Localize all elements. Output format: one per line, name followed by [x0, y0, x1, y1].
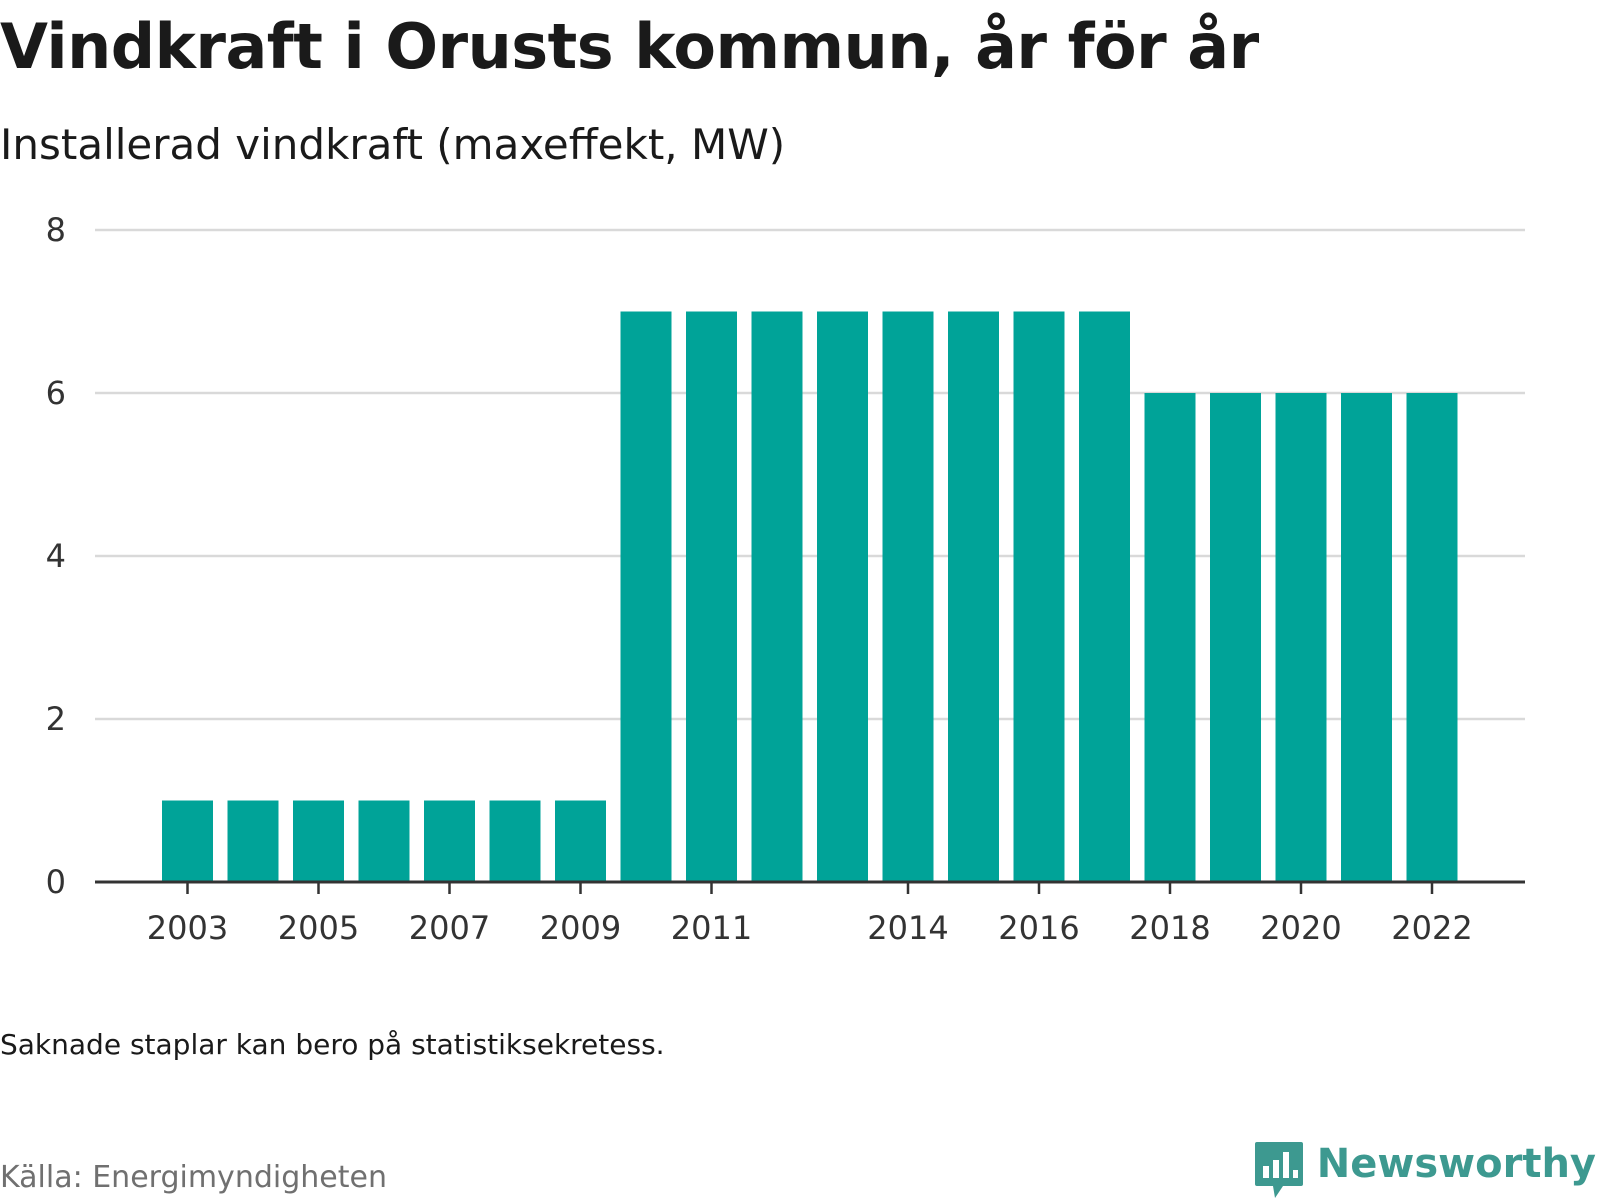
x-axis-labels: 2003 2005 2007 2009 2011 2014 2016 2018 2020 2022	[147, 909, 1473, 947]
bar-2017	[1079, 311, 1130, 882]
bar-2005	[293, 800, 344, 882]
bar-2008	[489, 800, 541, 882]
x-tick-label-2022: 2022	[1391, 909, 1472, 947]
footnote: Saknade staplar kan bero på statistiksek…	[0, 1028, 665, 1061]
chart-title: Vindkraft i Orusts kommun, år för år	[0, 10, 1259, 83]
bar-2003	[162, 800, 213, 882]
y-tick-label-8: 8	[46, 211, 66, 249]
y-axis-labels: 0 2 4 6 8	[46, 211, 66, 901]
x-tick-label-2003: 2003	[147, 909, 228, 947]
bar-2012	[751, 311, 803, 882]
bar-2010	[620, 311, 672, 882]
bar-2013	[817, 311, 868, 882]
y-tick-label-4: 4	[46, 537, 66, 575]
bar-2019	[1210, 393, 1261, 882]
bar-2021	[1341, 393, 1392, 882]
x-tick-label-2016: 2016	[998, 909, 1079, 947]
bars	[162, 311, 1458, 882]
source-label: Källa: Energimyndigheten	[0, 1160, 387, 1195]
x-tick-label-2014: 2014	[867, 909, 948, 947]
y-tick-label-0: 0	[46, 863, 66, 901]
bar-2011	[686, 311, 737, 882]
bar-2014	[882, 311, 934, 882]
bar-2022	[1406, 393, 1458, 882]
bar-2018	[1144, 393, 1196, 882]
newsworthy-logo-icon	[1254, 1142, 1303, 1198]
x-tick-label-2007: 2007	[409, 909, 490, 947]
bar-2004	[227, 800, 279, 882]
bar-2016	[1013, 311, 1065, 882]
chart-subtitle: Installerad vindkraft (maxeffekt, MW)	[0, 120, 786, 169]
x-tick-label-2009: 2009	[540, 909, 621, 947]
brand: Newsworthy	[1253, 1140, 1596, 1200]
x-tick-label-2020: 2020	[1260, 909, 1341, 947]
bar-2009	[555, 800, 606, 882]
bar-2006	[358, 800, 410, 882]
bar-2007	[424, 800, 475, 882]
y-tick-label-2: 2	[46, 700, 66, 738]
x-tick-label-2018: 2018	[1129, 909, 1210, 947]
bar-2020	[1275, 393, 1327, 882]
brand-name: Newsworthy	[1316, 1141, 1596, 1187]
x-tick-label-2011: 2011	[671, 909, 752, 947]
bar-2015	[948, 311, 999, 882]
y-tick-label-6: 6	[46, 374, 66, 412]
x-axis	[95, 880, 1525, 894]
x-tick-label-2005: 2005	[278, 909, 359, 947]
